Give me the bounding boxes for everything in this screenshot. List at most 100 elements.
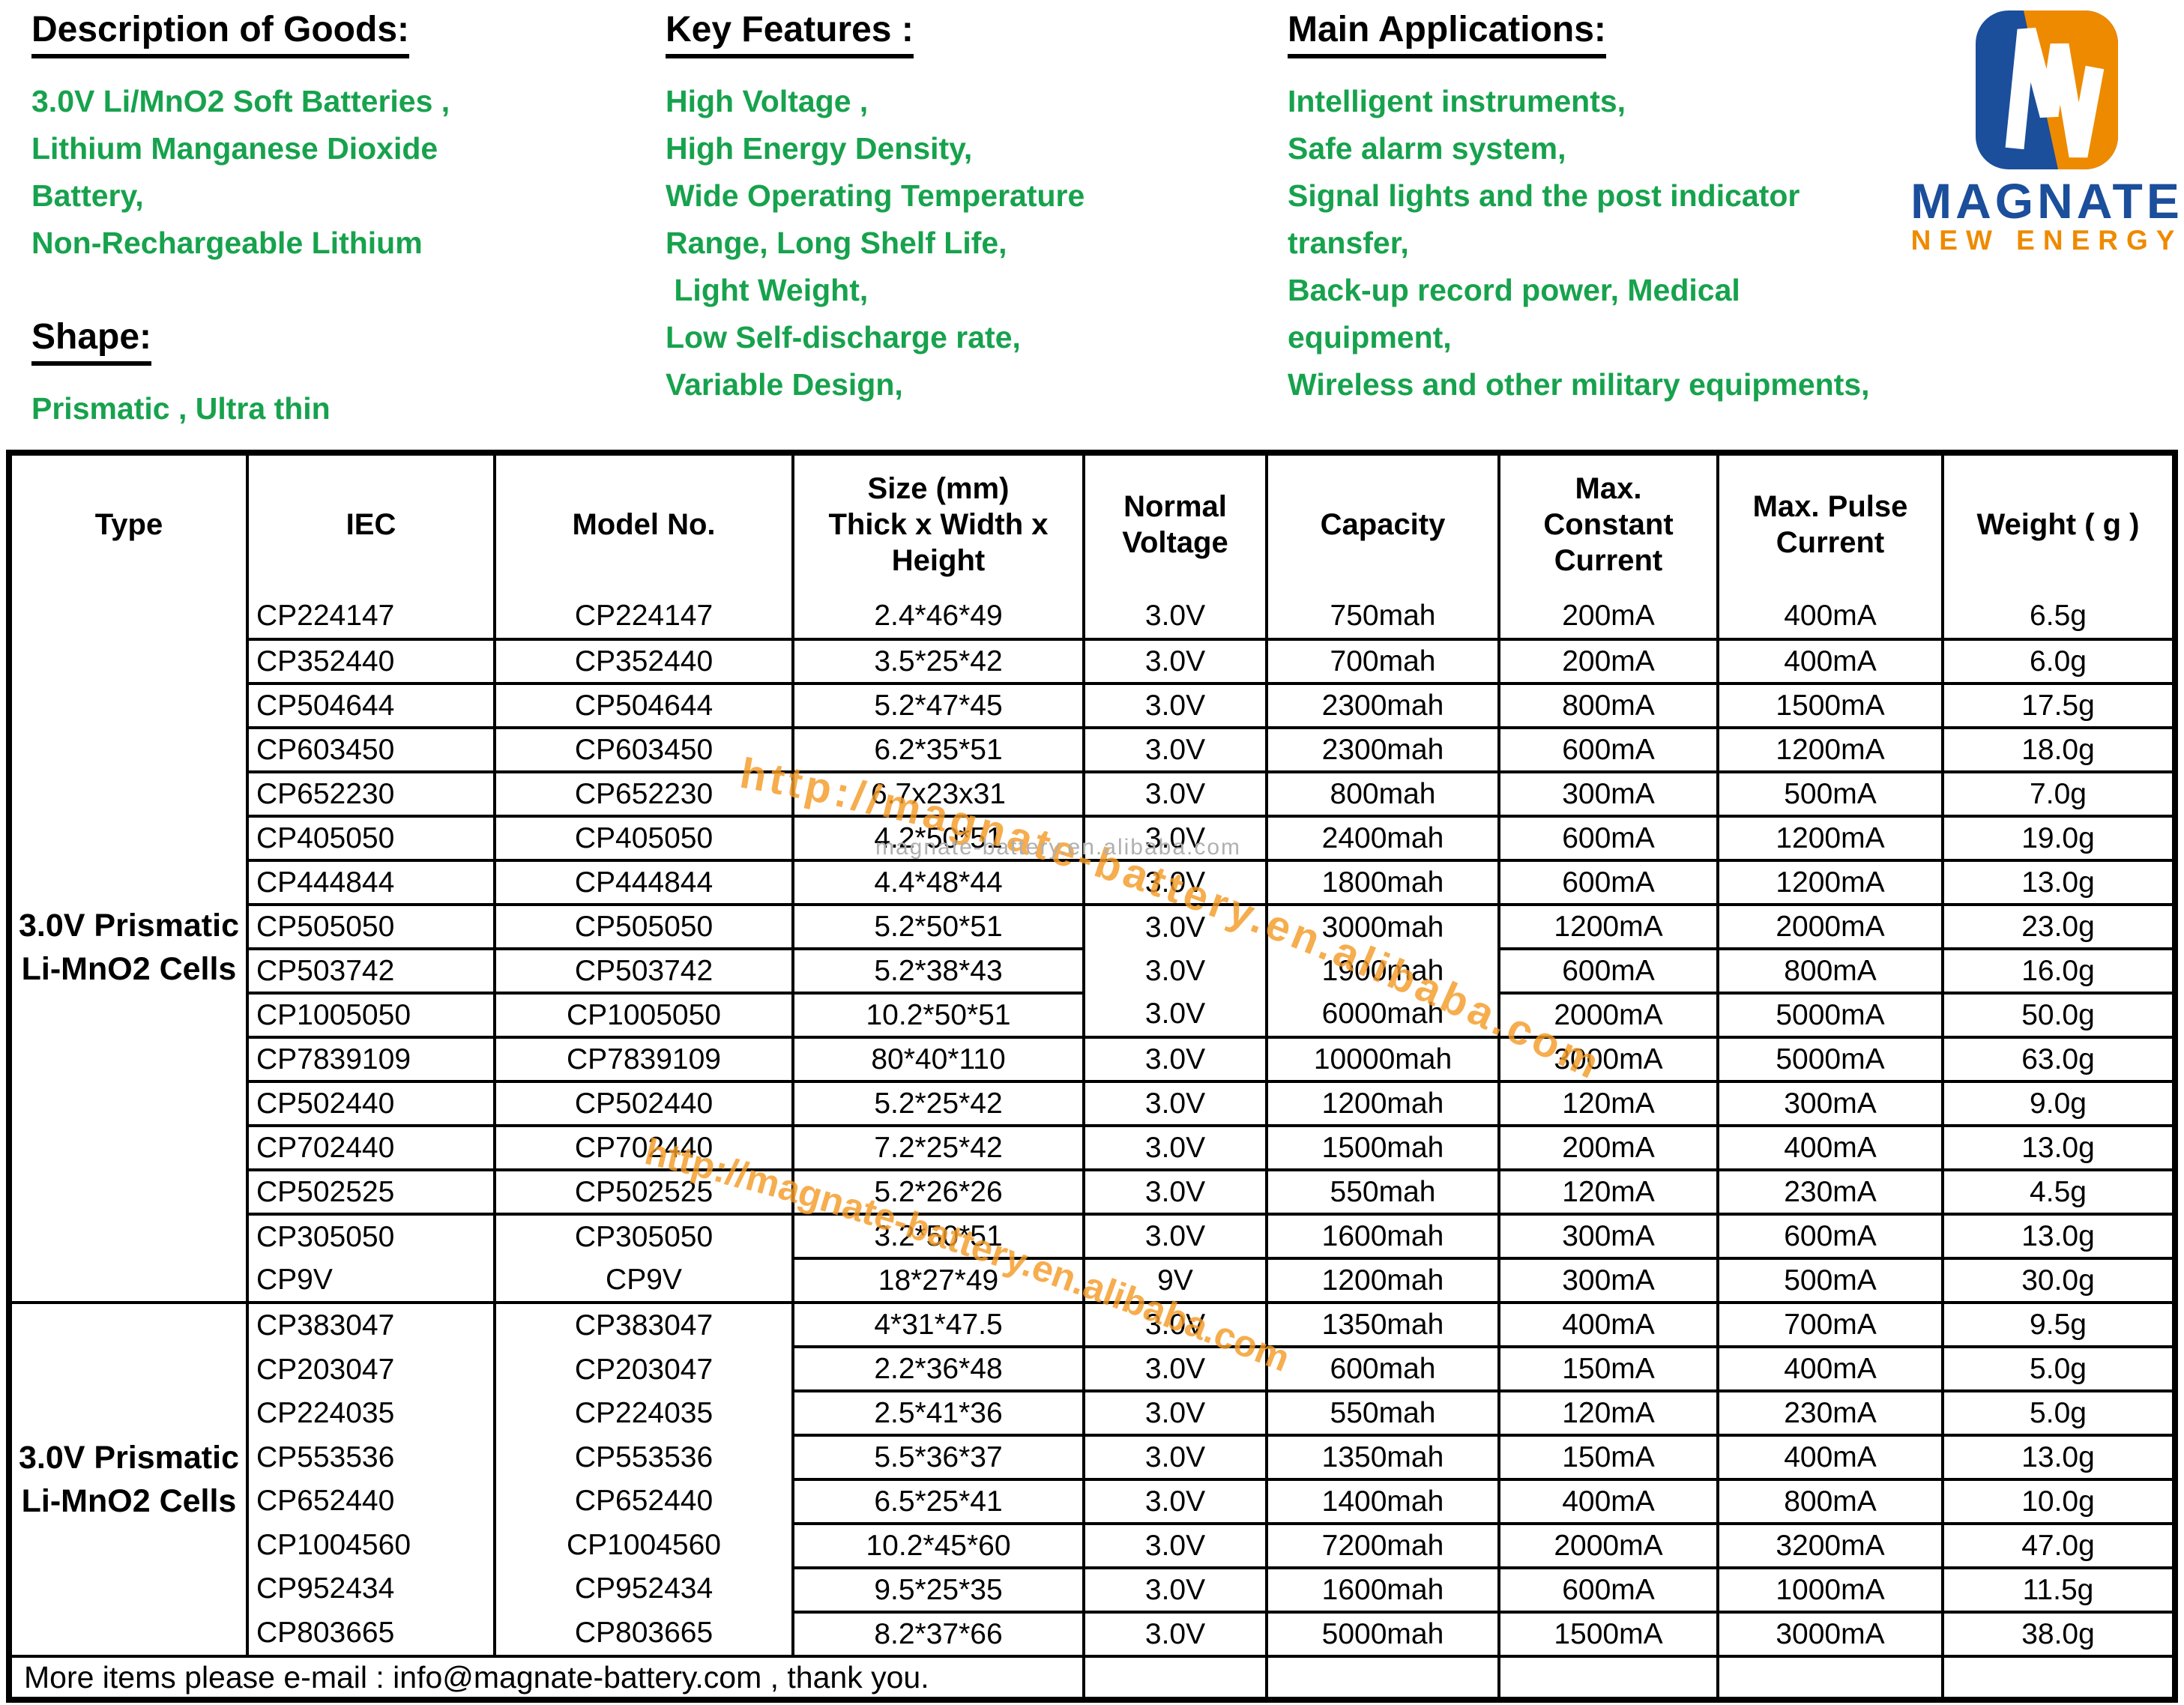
cell-max_constant-row16: 300mA	[1500, 1260, 1716, 1301]
cell-weight-row16: 30.0g	[1944, 1260, 2172, 1301]
key-features-title-text: Key Features :	[666, 9, 914, 58]
shape-title: Shape:	[31, 316, 331, 366]
cell-capacity-row18: 600mah	[1268, 1348, 1497, 1389]
cell-weight-row19: 5.0g	[1944, 1392, 2172, 1434]
key-feature-line: High Energy Density,	[666, 131, 973, 166]
footer-empty-cell	[1085, 1658, 1265, 1697]
key-feature-line: Variable Design,	[666, 367, 903, 402]
cell-max_pulse-row9: 800mA	[1719, 950, 1941, 992]
cell-max_constant-row12: 120mA	[1500, 1083, 1716, 1124]
cell-size-row9: 5.2*38*43	[794, 950, 1082, 992]
cell-max_pulse-row24: 3000mA	[1719, 1614, 1941, 1655]
cell-size-row24: 8.2*37*66	[794, 1614, 1082, 1655]
cell-voltage-row14: 3.0V	[1085, 1171, 1265, 1213]
column-header-iec: IEC	[346, 508, 396, 541]
cell-voltage-row13: 3.0V	[1085, 1127, 1265, 1168]
cell-max_constant-row11: 3000mA	[1500, 1039, 1716, 1080]
cell-max_constant-row18: 150mA	[1500, 1348, 1716, 1389]
cell-weight-row22: 47.0g	[1944, 1525, 2172, 1566]
cell-size-row22: 10.2*45*60	[794, 1525, 1082, 1566]
cell-iec-row8: CP505050	[249, 906, 493, 947]
cell-capacity-row11: 10000mah	[1268, 1039, 1497, 1080]
cell-max_pulse-row1: 400mA	[1784, 599, 1877, 632]
cell-max_constant-row8: 1200mA	[1500, 906, 1716, 947]
cell-weight-row10: 50.0g	[1944, 995, 2172, 1036]
description-title-text: Description of Goods:	[31, 9, 409, 58]
stack-capacity: 3000mah 1900mah 6000mah	[1268, 906, 1497, 1036]
header-cell-weight: Weight ( g ) 6.5g	[1944, 456, 2172, 638]
cell-iec-row19: CP224035	[256, 1397, 395, 1430]
cell-model-row11: CP7839109	[496, 1039, 791, 1080]
key-features-title: Key Features :	[666, 9, 1085, 58]
shape-lines: Prismatic , Ultra thin	[31, 385, 331, 432]
cell-max_pulse-row15: 600mA	[1719, 1216, 1941, 1257]
cell-voltage-row17: 3.0V	[1085, 1304, 1265, 1345]
cell-size-row19: 2.5*41*36	[794, 1392, 1082, 1434]
cell-capacity-row17: 1350mah	[1268, 1304, 1497, 1345]
main-applications-section: Main Applications: Intelligent instrumen…	[1288, 9, 1870, 408]
cell-capacity-row22: 7200mah	[1268, 1525, 1497, 1566]
cell-weight-row4: 18.0g	[1944, 729, 2172, 770]
cell-max_pulse-row5: 500mA	[1719, 773, 1941, 815]
key-feature-line: Light Weight,	[666, 273, 869, 307]
cell-weight-row23: 11.5g	[1944, 1569, 2172, 1611]
cell-size-row3: 5.2*47*45	[794, 685, 1082, 726]
cell-max_constant-row4: 600mA	[1500, 729, 1716, 770]
cell-model-row17: CP383047	[574, 1309, 714, 1342]
cell-voltage-row23: 3.0V	[1085, 1569, 1265, 1611]
cell-capacity-row5: 800mah	[1268, 773, 1497, 815]
cell-model-row7: CP444844	[496, 862, 791, 903]
cell-size-row12: 5.2*25*42	[794, 1083, 1082, 1124]
cell-iec-row7: CP444844	[249, 862, 493, 903]
cell-size-row11: 80*40*110	[794, 1039, 1082, 1080]
cell-voltage-row22: 3.0V	[1085, 1525, 1265, 1566]
cell-model-row9: CP503742	[496, 950, 791, 992]
cell-model-row22: CP1004560	[566, 1528, 721, 1561]
cell-size-row2: 3.5*25*42	[794, 641, 1082, 682]
cell-weight-row15: 13.0g	[1944, 1216, 2172, 1257]
cell-capacity-row12: 1200mah	[1268, 1083, 1497, 1124]
cell-size-row15: 3.2*50*51	[794, 1216, 1082, 1257]
cell-weight-row13: 13.0g	[1944, 1127, 2172, 1168]
description-line: Lithium Manganese Dioxide	[31, 131, 438, 166]
type-group-label: 3.0V Prismatic Li-MnO2 Cells	[18, 1440, 239, 1519]
type-group-cell: Type 3.0V Prismatic Li-MnO2 Cells	[12, 456, 246, 1301]
stack-iec: CP305050 CP9V	[249, 1216, 493, 1301]
cell-max_constant-row7: 600mA	[1500, 862, 1716, 903]
type-group-cell: 3.0V Prismatic Li-MnO2 Cells	[12, 1304, 246, 1655]
cell-max_pulse-row12: 300mA	[1719, 1083, 1941, 1124]
header-cell-iec: IEC CP224147	[249, 456, 493, 638]
cell-model-row12: CP502440	[496, 1083, 791, 1124]
cell-model-row19: CP224035	[574, 1397, 714, 1430]
cell-max_pulse-row21: 800mA	[1719, 1481, 1941, 1522]
cell-capacity-row19: 550mah	[1268, 1392, 1497, 1434]
cell-max_constant-row2: 200mA	[1500, 641, 1716, 682]
cell-capacity-row6: 2400mah	[1268, 818, 1497, 859]
cell-max_pulse-row20: 400mA	[1719, 1437, 1941, 1478]
cell-iec-row24: CP803665	[256, 1616, 395, 1649]
cell-max_constant-row1: 200mA	[1562, 599, 1655, 632]
cell-max_pulse-row7: 1200mA	[1719, 862, 1941, 903]
cell-size-row18: 2.2*36*48	[794, 1348, 1082, 1389]
cell-capacity-row24: 5000mah	[1268, 1614, 1497, 1655]
merged-cell-model: CP383047 CP203047 CP224035 CP553536 CP652440…	[496, 1304, 791, 1655]
cell-max_pulse-row11: 5000mA	[1719, 1039, 1941, 1080]
cell-size-row17: 4*31*47.5	[794, 1304, 1082, 1345]
cell-voltage-row12: 3.0V	[1085, 1083, 1265, 1124]
key-feature-line: Low Self-discharge rate,	[666, 320, 1021, 354]
cell-iec-row17: CP383047	[256, 1309, 395, 1342]
cell-max_constant-row24: 1500mA	[1500, 1614, 1716, 1655]
cell-max_pulse-row16: 500mA	[1719, 1260, 1941, 1301]
application-line: equipment,	[1288, 320, 1452, 354]
cell-voltage-row4: 3.0V	[1085, 729, 1265, 770]
cell-model-row8: CP505050	[496, 906, 791, 947]
cell-capacity-row20: 1350mah	[1268, 1437, 1497, 1478]
cell-weight-row18: 5.0g	[1944, 1348, 2172, 1389]
cell-voltage-row2: 3.0V	[1085, 641, 1265, 682]
column-header-max_constant: Max. Constant Current	[1543, 472, 1674, 577]
cell-capacity-row1: 750mah	[1330, 599, 1436, 632]
application-line: Safe alarm system,	[1288, 131, 1566, 166]
cell-iec-row11: CP7839109	[249, 1039, 493, 1080]
cell-weight-row12: 9.0g	[1944, 1083, 2172, 1124]
cell-max_pulse-row22: 3200mA	[1719, 1525, 1941, 1566]
